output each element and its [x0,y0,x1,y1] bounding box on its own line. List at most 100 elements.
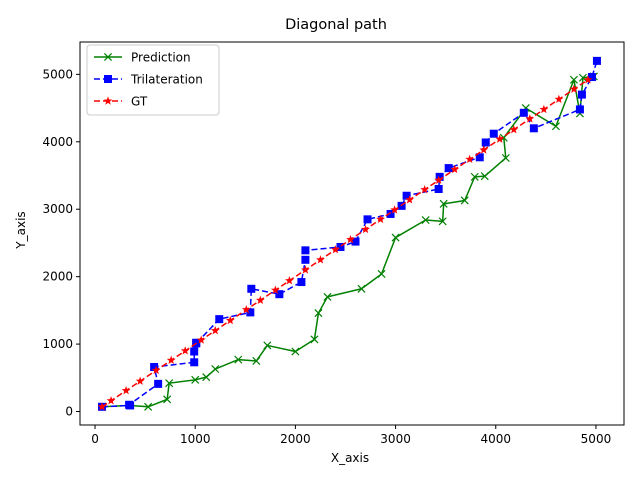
x-marker-stroke [578,73,587,82]
y-tick-label: 1000 [42,337,73,351]
x-marker [234,355,243,364]
x-tick-label: 0 [91,432,99,446]
x-marker-stroke [191,375,200,384]
star-marker [376,214,385,224]
x-marker-stroke [314,309,323,318]
star-marker [270,285,280,294]
star-marker [434,175,444,184]
series-line [101,79,589,408]
star-marker [285,276,294,285]
chart-title: Diagonal path [285,17,387,33]
x-marker-stroke [234,355,243,364]
x-marker [377,269,386,278]
square-marker [150,363,159,372]
x-marker [438,217,447,226]
star-marker [465,154,475,164]
x-marker-stroke [310,335,319,344]
star-marker [103,96,113,105]
square-marker [386,209,395,218]
square-marker [247,284,256,293]
star-marker [450,164,460,174]
square-marker [275,290,284,299]
x-marker-stroke [377,269,386,278]
x-marker [252,356,261,365]
square-marker [481,138,490,147]
x-marker-stroke [460,196,469,205]
star-marker [346,234,355,244]
y-tick-label: 4000 [42,135,73,149]
legend-label: GT [131,95,148,109]
x-marker-stroke [323,292,332,301]
star-marker [301,265,310,274]
x-marker-stroke [357,284,366,293]
x-marker-stroke [421,215,430,225]
x-marker [391,233,400,242]
x-marker [163,395,172,404]
x-marker [314,309,323,318]
square-marker [301,246,310,255]
x-marker-stroke [103,52,113,62]
x-marker [439,199,448,208]
star-marker [316,255,325,264]
square-marker [301,255,310,264]
x-marker-stroke [252,356,261,365]
x-marker-stroke [470,172,479,181]
series-trilateration [98,56,601,411]
y-tick-label: 2000 [42,270,73,284]
y-axis-ticks: 0 1000 2000 3000 4000 5000 [42,67,80,419]
x-marker-stroke [391,233,400,242]
star-marker [225,315,235,325]
x-tick-label: 5000 [581,432,612,446]
y-axis-label: Y_axis [14,211,28,249]
x-tick-label: 2000 [280,432,311,446]
x-marker-stroke [211,365,220,374]
square-marker [402,191,411,200]
star-marker [151,365,161,375]
square-marker [435,172,444,181]
x-marker-stroke [480,172,489,181]
x-marker [291,347,300,356]
star-marker [121,386,131,395]
square-marker [246,308,255,317]
square-marker [434,184,443,193]
x-marker-stroke [439,199,448,208]
star-marker [196,335,206,344]
x-marker [551,122,560,131]
square-marker [336,242,345,251]
y-tick-label: 0 [65,405,73,419]
x-marker [165,379,174,388]
star-marker [241,305,251,314]
plot-area [97,56,601,411]
x-marker [460,196,469,205]
x-marker [144,402,153,411]
star-marker [495,134,505,143]
x-marker-stroke [501,153,510,163]
star-marker [97,402,107,411]
x-marker [310,335,319,344]
x-marker [103,52,113,62]
x-tick-label: 1000 [180,432,211,446]
square-marker [190,358,199,367]
legend-box [86,44,220,116]
x-marker [202,373,211,382]
x-axis-label: X_axis [331,451,369,465]
star-marker [106,396,116,405]
star-marker [331,245,340,254]
x-marker-stroke [569,75,578,84]
series-line [102,60,598,408]
star-marker [569,84,579,93]
square-marker [529,124,538,133]
x-marker-stroke [551,122,560,131]
square-marker [577,90,586,99]
x-marker [470,172,479,181]
x-marker-stroke [263,341,272,350]
star-marker [210,326,220,335]
legend-label: Prediction [131,51,191,65]
star-marker [390,205,399,214]
star-marker [255,295,265,304]
x-marker [211,365,220,374]
x-marker [357,284,366,293]
x-marker [421,215,430,225]
star-marker [479,145,489,154]
star-marker [554,94,564,104]
